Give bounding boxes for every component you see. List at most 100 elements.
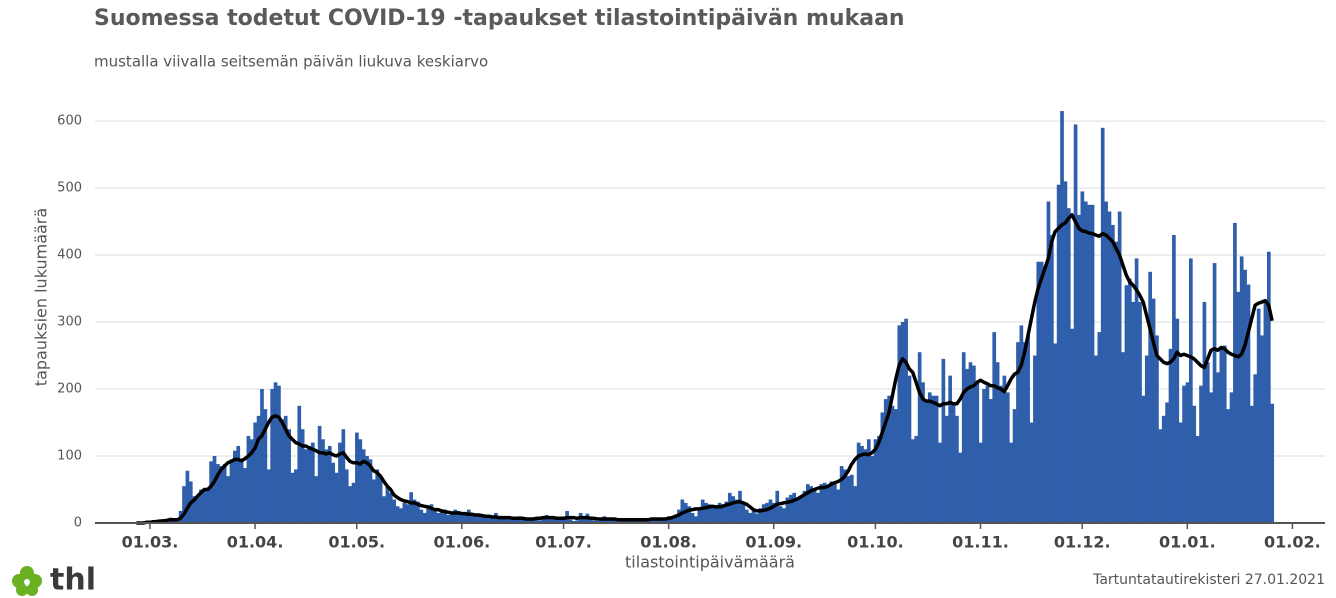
- bar: [473, 514, 478, 523]
- bar: [514, 518, 519, 523]
- bar: [209, 461, 213, 523]
- bar: [385, 486, 390, 523]
- bar: [1012, 409, 1017, 523]
- bar: [483, 514, 488, 523]
- bar: [568, 519, 573, 523]
- bar: [1033, 355, 1037, 523]
- bar: [948, 375, 952, 523]
- bar: [1053, 343, 1058, 523]
- x-tick-label: 01.03.: [122, 533, 179, 552]
- bar: [446, 514, 451, 523]
- x-tick-label: 01.01.: [1159, 533, 1216, 552]
- bar: [1009, 442, 1014, 523]
- bar: [955, 415, 959, 523]
- moving-average-line: [136, 213, 1274, 525]
- bar: [1229, 392, 1234, 523]
- x-tick-label: 01.07.: [535, 533, 592, 552]
- bar: [324, 449, 329, 523]
- bar: [1233, 222, 1237, 523]
- bar: [931, 395, 936, 523]
- bar: [290, 472, 295, 523]
- bar: [1039, 261, 1044, 523]
- bar: [392, 499, 397, 523]
- bar: [1185, 382, 1190, 523]
- bar: [595, 520, 600, 523]
- bar: [524, 519, 529, 523]
- bar: [697, 509, 702, 523]
- bar: [694, 516, 698, 523]
- y-tick-label: 100: [57, 449, 82, 464]
- y-tick-label: 200: [57, 382, 82, 397]
- bar: [934, 395, 939, 523]
- bar: [782, 508, 786, 523]
- bar: [748, 512, 752, 523]
- bar: [368, 459, 373, 523]
- bar: [402, 502, 407, 523]
- bar: [1073, 124, 1078, 523]
- bar: [1141, 395, 1146, 523]
- x-tick-label: 01.06.: [433, 533, 490, 552]
- bar: [833, 484, 837, 523]
- bar: [1100, 127, 1105, 524]
- bar: [958, 452, 963, 523]
- bar: [419, 509, 424, 523]
- bar: [1151, 298, 1156, 523]
- bar: [331, 462, 336, 523]
- bar: [809, 486, 814, 523]
- bar: [1205, 362, 1210, 523]
- bar: [561, 518, 566, 523]
- bar: [382, 496, 386, 523]
- bar: [463, 512, 468, 523]
- bar: [1138, 301, 1142, 523]
- bar: [199, 489, 203, 523]
- y-tick-label: 300: [57, 315, 82, 330]
- bar: [772, 502, 776, 523]
- bar: [477, 516, 481, 523]
- bar: [985, 385, 990, 523]
- bar: [572, 520, 576, 523]
- bar: [812, 489, 817, 523]
- bar: [863, 449, 868, 523]
- bar: [310, 442, 315, 523]
- source: Tartuntatautirekisteri 27.01.2021: [1092, 572, 1325, 588]
- bar: [182, 486, 186, 523]
- bar: [507, 518, 512, 523]
- bar: [897, 325, 902, 523]
- bar: [1111, 224, 1115, 523]
- bar: [700, 499, 705, 523]
- chart-subtitle: mustalla viivalla seitsemän päivän liuku…: [94, 53, 488, 71]
- bar: [1236, 291, 1241, 523]
- bar: [768, 499, 773, 523]
- bar: [1043, 268, 1047, 523]
- bar: [751, 510, 756, 523]
- bar: [799, 496, 803, 523]
- bar: [504, 518, 508, 523]
- bar: [656, 519, 661, 523]
- y-axis-label: tapauksien lukumäärä: [32, 208, 51, 386]
- bar: [355, 432, 359, 523]
- bar: [1216, 372, 1220, 523]
- bar: [1253, 374, 1258, 523]
- bar: [829, 481, 834, 523]
- bar: [1080, 191, 1085, 523]
- logo-text: thl: [50, 563, 96, 598]
- bar: [856, 442, 861, 523]
- bar: [883, 399, 888, 523]
- bar: [822, 482, 827, 523]
- bar: [588, 518, 593, 523]
- bar: [927, 392, 932, 523]
- bar: [941, 358, 946, 523]
- bar: [839, 466, 844, 523]
- bar: [880, 412, 885, 523]
- bar: [1066, 208, 1071, 523]
- bar: [609, 520, 613, 523]
- bar: [466, 509, 471, 523]
- bar: [972, 365, 976, 523]
- bar: [982, 389, 986, 523]
- bar: [612, 518, 617, 523]
- bar: [639, 520, 644, 523]
- bar: [212, 456, 217, 523]
- bar: [1104, 201, 1108, 523]
- bar: [243, 468, 247, 523]
- bar: [1087, 204, 1091, 524]
